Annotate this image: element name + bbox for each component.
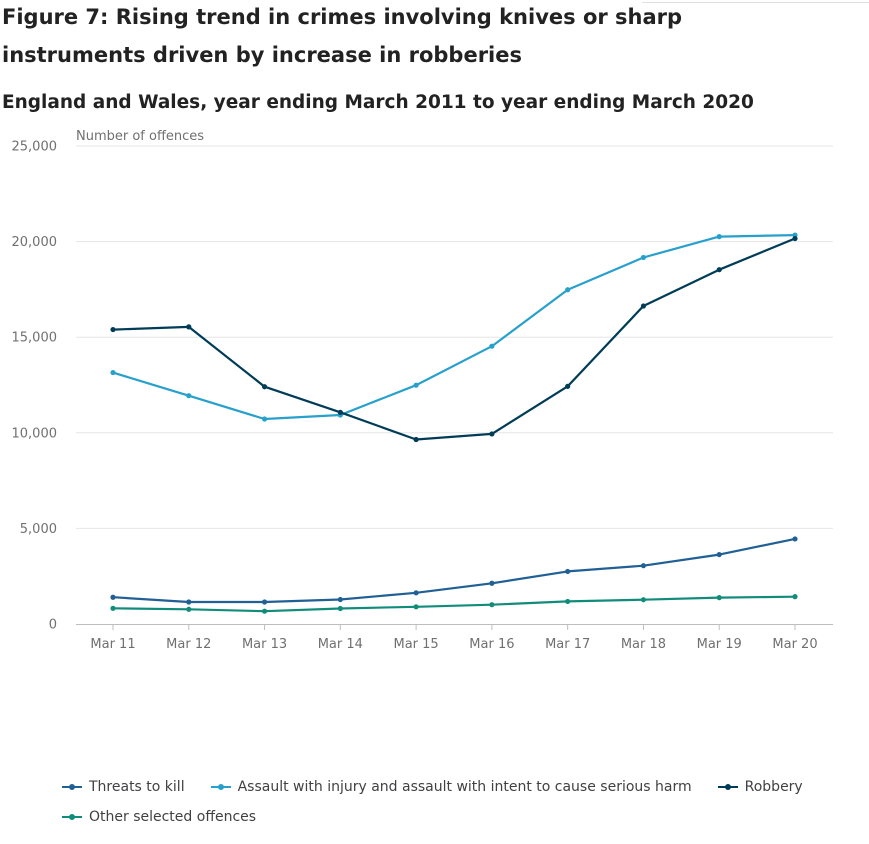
data-point [565,598,571,605]
data-point [716,595,722,601]
data-point [337,596,343,603]
x-tick-label: Mar 17 [545,637,590,652]
data-point [413,436,419,443]
data-point [110,605,116,611]
data-point [489,580,495,586]
x-axis: Mar 11 Mar 12 Mar 13 Mar 14 Mar 15 Mar 16 Mar … [76,624,833,652]
legend-label: Assault with injury and assault with int… [237,779,692,795]
series-line [111,234,797,421]
data-point [261,416,268,422]
header-rule [642,2,869,3]
series-1 [110,536,798,605]
legend-label: Other selected offences [89,809,257,825]
data-point [640,254,647,261]
data-point [337,409,343,415]
x-tick-label: Mar 19 [697,637,742,652]
data-point [110,369,116,376]
chart-title: Figure 7: Rising trend in crimes involvi… [2,5,683,67]
data-point [792,235,798,242]
y-axis-tick-labels: 0 5,000 10,000 15,000 20,000 25,000 [12,140,58,633]
x-tick-label: Mar 16 [469,637,514,652]
series-lines [110,232,798,614]
x-tick-label: Mar 20 [772,637,817,652]
data-point [792,536,798,542]
series-line [111,537,797,604]
legend-label: Robbery [744,779,803,795]
data-point [261,384,268,390]
legend-label: Threats to kill [89,779,185,795]
legend-swatch [210,781,231,793]
data-point [640,597,647,603]
legend-row: Other selected offences [62,802,862,832]
data-point [565,383,571,389]
legend-item: Assault with injury and assault with int… [210,779,692,795]
legend-item: Other selected offences [62,809,256,825]
data-point [640,563,647,569]
data-point [110,594,116,600]
y-tick-label: 15,000 [12,331,58,346]
y-tick-label: 5,000 [20,522,57,537]
data-point [413,604,419,610]
data-point [792,594,798,600]
y-tick-label: 25,000 [12,140,58,155]
data-point [640,303,647,309]
data-point [413,382,419,388]
y-tick-label: 20,000 [12,235,58,250]
legend-item: Threats to kill [62,779,185,795]
data-point [716,551,722,558]
x-tick-label: Mar 12 [166,637,211,652]
data-point [186,599,192,605]
series-line [111,237,797,441]
data-point [716,234,722,240]
data-point [489,602,495,608]
data-point [186,324,192,330]
series-3 [110,235,798,443]
y-tick-label: 0 [49,618,57,633]
chart-subtitle: England and Wales, year ending March 201… [2,92,754,113]
data-point [413,590,419,596]
legend-swatch [717,781,738,793]
x-tick-label: Mar 13 [242,637,287,652]
data-point [261,608,268,614]
grid-lines [76,145,833,529]
x-tick-label: Mar 18 [621,637,666,652]
y-tick-label: 10,000 [12,426,58,441]
x-tick-label: Mar 14 [318,637,363,652]
data-point [565,568,571,575]
series-2 [110,232,798,422]
legend-swatch [62,781,82,793]
data-point [565,287,571,293]
x-tick-label: Mar 15 [394,637,439,652]
data-point [489,431,495,437]
data-point [261,599,268,605]
data-point [716,267,722,273]
legend-row: Threats to kill Assault with injury and a… [62,772,862,802]
data-point [186,393,192,399]
data-point [186,606,192,612]
data-point [489,343,495,349]
series-4 [110,594,798,614]
y-axis-title: Number of offences [76,129,204,144]
legend-swatch [62,811,82,823]
series-line [111,595,797,613]
data-point [337,605,343,612]
legend-item: Robbery [717,779,803,795]
x-tick-label: Mar 11 [90,637,135,652]
chart-legend: Threats to kill Assault with injury and a… [62,772,862,832]
data-point [110,326,116,333]
